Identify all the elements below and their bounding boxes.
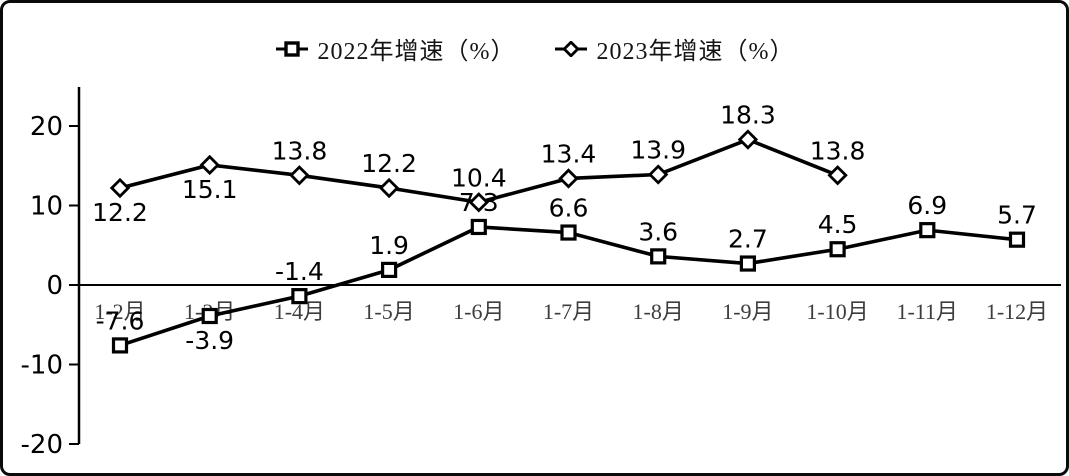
y-axis-tick-label: 20 — [30, 112, 63, 142]
data-point-square — [381, 261, 398, 278]
x-axis-label: 1-12月 — [986, 299, 1048, 324]
data-point-square — [829, 241, 846, 258]
y-axis-tick-label: 10 — [30, 192, 63, 222]
data-point-diamond — [289, 165, 310, 186]
data-point-label: 18.3 — [720, 101, 776, 130]
legend-item-2022: 2022年增速（%） — [275, 31, 516, 66]
legend-label-2023: 2023年增速（%） — [596, 39, 795, 65]
legend-item-2023: 2023年增速（%） — [554, 31, 795, 66]
data-point-label: 10.4 — [451, 163, 507, 192]
data-point-label: 2.7 — [728, 225, 768, 254]
data-point-square — [291, 288, 308, 305]
data-point-square — [1008, 231, 1026, 248]
x-axis-label: 1-7月 — [543, 299, 594, 324]
y-axis-tick-label: 0 — [46, 271, 63, 301]
data-point-label: -7.6 — [96, 306, 145, 335]
data-point-diamond — [558, 168, 579, 189]
x-axis-label: 1-6月 — [453, 299, 504, 324]
legend-label-2022: 2022年增速（%） — [317, 39, 516, 65]
line-chart: 20100-10-201-2月1-3月1-4月1-5月1-6月1-7月1-8月1… — [21, 87, 1061, 460]
data-point-label: 13.4 — [541, 139, 597, 168]
square-marker-icon — [275, 40, 308, 57]
data-point-label: 12.2 — [361, 149, 417, 178]
data-point-label: 13.8 — [810, 136, 866, 165]
data-point-label: 4.5 — [818, 210, 858, 239]
x-axis-label: 1-5月 — [363, 299, 414, 324]
data-point-label: 13.8 — [272, 136, 328, 165]
x-axis-label: 1-8月 — [633, 299, 684, 324]
data-point-diamond — [827, 165, 848, 186]
data-point-square — [919, 222, 936, 239]
data-point-diamond — [737, 129, 759, 150]
data-point-square — [650, 248, 667, 265]
data-point-label: 5.7 — [997, 201, 1037, 230]
data-point-label: 1.9 — [369, 231, 409, 260]
data-point-square — [739, 255, 757, 272]
data-point-square — [470, 218, 487, 236]
y-axis-tick-label: -10 — [21, 351, 63, 381]
data-point-label: 6.6 — [549, 194, 589, 223]
x-axis-label: 1-11月 — [897, 299, 959, 324]
diamond-marker-icon — [554, 40, 587, 57]
series-line-square — [119, 225, 1018, 348]
y-axis-tick-label: -20 — [21, 430, 63, 460]
data-point-square — [560, 224, 577, 241]
legend: 2022年增速（%） 2023年增速（%） — [3, 31, 1066, 66]
data-point-diamond — [648, 164, 669, 185]
x-axis-label: 1-10月 — [806, 299, 868, 324]
data-point-square — [111, 337, 129, 354]
data-point-label: -1.4 — [275, 257, 324, 286]
x-axis-label: 1-9月 — [722, 299, 773, 324]
data-point-diamond — [199, 154, 220, 176]
data-point-diamond — [378, 177, 400, 199]
data-point-label: 13.9 — [630, 135, 686, 164]
data-point-label: 12.2 — [92, 198, 148, 227]
data-point-label: -3.9 — [185, 326, 234, 355]
data-point-label: 6.9 — [907, 191, 947, 220]
data-point-square — [201, 307, 218, 325]
data-point-diamond — [109, 177, 131, 199]
data-point-diamond — [468, 192, 489, 213]
data-point-label: 3.6 — [638, 217, 678, 246]
x-axis-label: 1-2月 — [94, 299, 145, 324]
data-point-label: 15.1 — [182, 175, 238, 204]
